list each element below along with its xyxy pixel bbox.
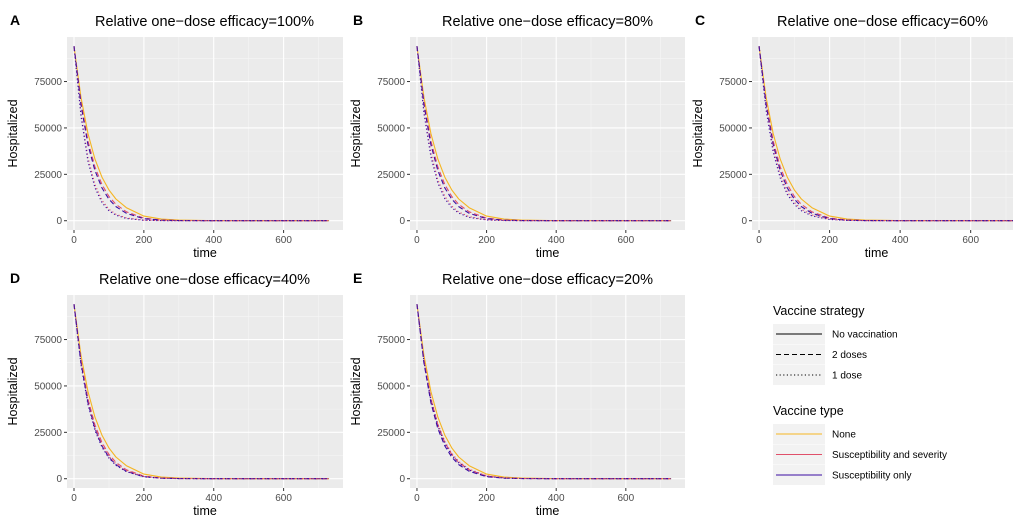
x-axis-label: time [193,504,217,517]
y-tick-label: 50000 [377,123,405,134]
x-axis-label: time [536,504,560,517]
x-tick-label: 200 [136,235,153,246]
y-tick-label: 50000 [719,123,747,134]
y-axis-label: Hospitalized [349,99,363,167]
panel-c: C Relative one−dose efficacy=60% 0 200 400 60… [691,12,1013,260]
y-tick-label: 0 [399,474,405,485]
series-group [416,304,672,480]
series-group [416,46,672,222]
y-tick-label: 50000 [34,381,62,392]
x-tick-label: 400 [892,235,909,246]
y-tick-label: 50000 [34,123,62,134]
legend-strategy-label: 1 dose [832,371,862,382]
x-axis-label: time [536,246,560,260]
plot-background [67,295,343,488]
panel-title: Relative one−dose efficacy=40% [99,272,310,288]
legend-key-bg [773,344,825,365]
panel-letter: C [695,12,705,28]
series-group [73,304,330,480]
series-line [416,46,672,222]
panel-letter: A [10,12,20,28]
series-line [416,304,672,480]
x-axis-label: time [193,246,217,260]
y-tick-label: 0 [56,216,62,227]
x-tick-label: 0 [71,235,77,246]
y-tick-label: 0 [399,216,405,227]
series-line [416,304,672,480]
y-tick-label: 25000 [377,428,405,439]
legend-type-label: None [832,430,856,441]
series-line [758,46,1013,222]
y-tick-label: 75000 [719,77,747,88]
y-tick-label: 0 [741,216,747,227]
y-tick-label: 75000 [34,335,62,346]
panel-d: D Relative one−dose efficacy=40% 0 200 400 60… [6,270,343,517]
x-tick-label: 600 [275,493,292,504]
x-axis-label: time [865,246,889,260]
panel-letter: D [10,270,20,286]
plot-background [67,37,343,230]
series-line [73,46,330,222]
y-tick-label: 50000 [377,381,405,392]
x-tick-label: 200 [478,235,495,246]
panel-title: Relative one−dose efficacy=20% [442,272,653,288]
x-tick-label: 600 [617,493,634,504]
panel-title: Relative one−dose efficacy=80% [442,14,653,30]
x-tick-label: 0 [414,493,420,504]
x-tick-label: 600 [275,235,292,246]
y-axis-label: Hospitalized [6,357,20,425]
panel-letter: B [353,12,363,28]
x-tick-label: 0 [756,235,762,246]
plot-background [752,37,1013,230]
x-tick-label: 600 [617,235,634,246]
x-tick-label: 0 [414,235,420,246]
legend-strategy-label: 2 doses [832,350,867,361]
x-tick-label: 400 [205,493,222,504]
y-tick-label: 75000 [34,77,62,88]
x-tick-label: 200 [821,235,838,246]
x-tick-label: 400 [548,235,565,246]
x-tick-label: 600 [962,235,979,246]
series-line [73,304,330,480]
legend-type-items: None Susceptibility and severity Susceptib… [773,424,947,485]
legend-type-label: Susceptibility only [832,471,911,482]
legend: Vaccine strategy No vaccination 2 doses 1 … [773,304,947,485]
panels-group: A Relative one−dose efficacy=100% 0 200 400 6… [6,12,1013,517]
x-tick-label: 200 [478,493,495,504]
panel-letter: E [353,270,362,286]
y-tick-label: 25000 [34,170,62,181]
legend-strategy-title: Vaccine strategy [773,304,865,318]
x-tick-label: 200 [136,493,153,504]
legend-strategy-items: No vaccination 2 doses 1 dose [773,324,898,385]
panel-e: E Relative one−dose efficacy=20% 0 200 400 60… [349,270,685,517]
y-axis-label: Hospitalized [349,357,363,425]
panel-title: Relative one−dose efficacy=100% [95,14,314,30]
series-group [73,46,330,222]
y-tick-label: 75000 [377,335,405,346]
y-tick-label: 25000 [377,170,405,181]
y-tick-label: 25000 [719,170,747,181]
panel-b: B Relative one−dose efficacy=80% 0 200 400 60… [349,12,685,260]
y-tick-label: 0 [56,474,62,485]
panel-a: A Relative one−dose efficacy=100% 0 200 400 6… [6,12,343,260]
y-tick-label: 25000 [34,428,62,439]
y-axis-label: Hospitalized [6,99,20,167]
x-tick-label: 400 [205,235,222,246]
legend-type-title: Vaccine type [773,404,844,418]
x-tick-label: 0 [71,493,77,504]
legend-strategy-label: No vaccination [832,330,898,341]
plot-background [410,37,685,230]
legend-type-label: Susceptibility and severity [832,450,947,461]
plot-background [410,295,685,488]
y-axis-label: Hospitalized [691,99,705,167]
series-line [73,46,330,222]
panel-title: Relative one−dose efficacy=60% [777,14,988,30]
legend-key-bg [773,365,825,385]
series-group [758,46,1013,222]
y-tick-label: 75000 [377,77,405,88]
x-tick-label: 400 [548,493,565,504]
